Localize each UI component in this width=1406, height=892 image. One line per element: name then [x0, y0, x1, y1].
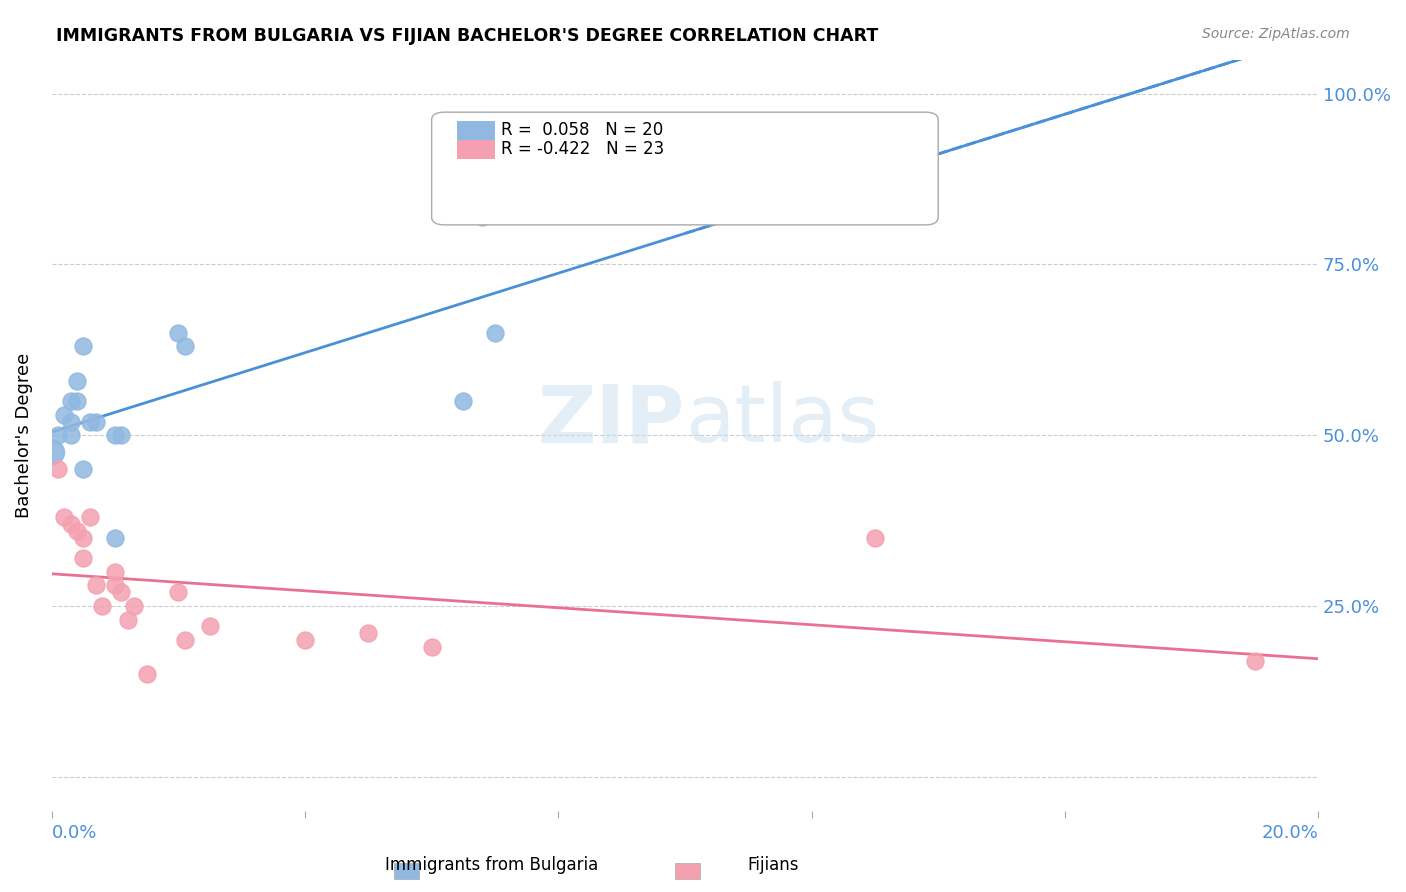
Point [84, 415, 107, 429]
Point [79, 415, 101, 429]
Point [117, 613, 139, 627]
Point [72, 531, 94, 545]
Text: R = -0.422   N = 23: R = -0.422 N = 23 [502, 140, 665, 158]
Point [79, 510, 101, 524]
Point [72, 462, 94, 476]
Point [453, 394, 475, 409]
Point [122, 599, 145, 613]
Point [198, 619, 221, 633]
Text: atlas: atlas [685, 381, 879, 459]
Text: R =  0.058   N = 20: R = 0.058 N = 20 [502, 121, 664, 139]
Point [46, 462, 69, 476]
Point [1243, 654, 1265, 668]
Point [167, 326, 190, 340]
Text: ZIP: ZIP [537, 381, 685, 459]
Point [59, 415, 82, 429]
Bar [457, 121, 495, 140]
Point [173, 633, 195, 648]
Point [104, 428, 127, 442]
Point [706, 189, 728, 203]
Point [135, 667, 157, 681]
Point [66, 374, 89, 388]
Y-axis label: Bachelor's Degree: Bachelor's Degree [15, 352, 32, 518]
Point [294, 633, 316, 648]
Point [66, 394, 89, 409]
Text: IMMIGRANTS FROM BULGARIA VS FIJIAN BACHELOR'S DEGREE CORRELATION CHART: IMMIGRANTS FROM BULGARIA VS FIJIAN BACHE… [56, 27, 879, 45]
FancyBboxPatch shape [432, 112, 938, 225]
Point [59, 516, 82, 531]
Point [471, 210, 494, 224]
Point [72, 339, 94, 353]
Point [46, 428, 69, 442]
Point [104, 578, 127, 592]
Point [104, 531, 127, 545]
Text: Source: ZipAtlas.com: Source: ZipAtlas.com [1202, 27, 1350, 41]
Point [72, 551, 94, 566]
Point [84, 578, 107, 592]
Text: Fijians: Fijians [748, 856, 799, 874]
Point [357, 626, 380, 640]
Text: 0.0%: 0.0% [52, 824, 97, 842]
Point [110, 428, 132, 442]
Point [66, 524, 89, 538]
Bar [457, 140, 495, 159]
Point [173, 339, 195, 353]
Point [863, 531, 886, 545]
Point [59, 428, 82, 442]
Point [41, 445, 63, 459]
Point [420, 640, 443, 654]
Point [91, 599, 114, 613]
Point [167, 585, 190, 599]
Point [110, 585, 132, 599]
Text: 20.0%: 20.0% [1261, 824, 1319, 842]
Point [59, 394, 82, 409]
Point [53, 408, 76, 422]
Point [104, 565, 127, 579]
Text: Immigrants from Bulgaria: Immigrants from Bulgaria [385, 856, 599, 874]
Point [484, 326, 506, 340]
Point [53, 510, 76, 524]
